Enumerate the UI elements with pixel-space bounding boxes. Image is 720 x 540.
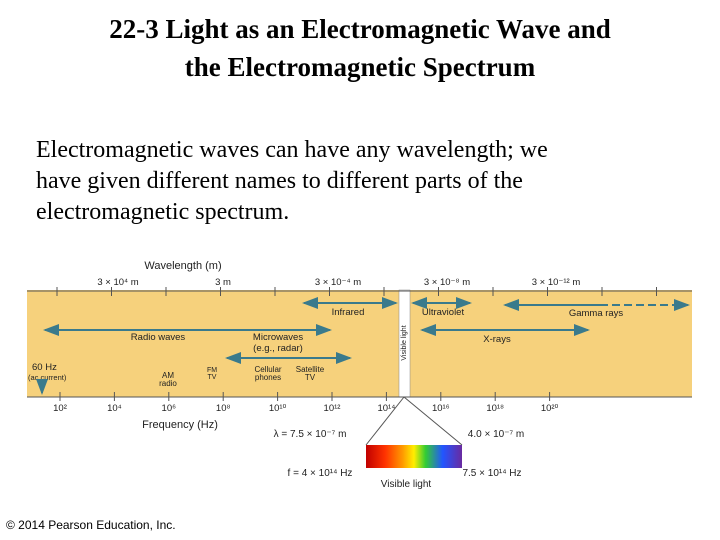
source-label: (ac current) [28, 373, 67, 382]
source-label: FM [207, 367, 217, 374]
frequency-tick-label: 10²⁰ [541, 403, 559, 414]
visible-label: f = 4 × 10¹⁴ Hz [288, 468, 353, 479]
frequency-tick-label: 10¹⁸ [486, 403, 504, 414]
title-line: the Electromagnetic Spectrum [185, 52, 536, 82]
source-label: radio [159, 379, 177, 388]
wavelength-tick-label: 3 × 10⁻¹² m [532, 277, 581, 288]
band-label: Infrared [332, 307, 365, 318]
wavelength-tick-label: 3 × 10⁻⁴ m [315, 277, 361, 288]
wavelength-tick-label: 3 × 10⁴ m [97, 277, 138, 288]
visible-label: Visible light [381, 479, 432, 490]
frequency-tick-label: 10⁴ [107, 403, 122, 414]
source-label: Cellular [254, 365, 281, 374]
band-label: (e.g., radar) [253, 343, 303, 354]
axis-label: Frequency (Hz) [142, 419, 218, 431]
title-line: 22-3 Light as an Electromagnetic Wave an… [109, 14, 611, 44]
band-label: Visible light [401, 325, 408, 360]
axis-label: Wavelength (m) [144, 260, 221, 272]
source-label: Satellite [296, 365, 325, 374]
visible-spectrum [366, 445, 462, 468]
visible-label: 4.0 × 10⁻⁷ m [468, 429, 524, 440]
frequency-tick-label: 10⁸ [216, 403, 231, 414]
frequency-tick-label: 10¹² [324, 403, 341, 414]
frequency-tick-label: 10⁶ [162, 403, 177, 414]
source-label: TV [208, 374, 217, 381]
source-label: phones [255, 373, 281, 382]
band-label: Ultraviolet [422, 307, 465, 318]
source-label: AM [162, 371, 174, 380]
zoom-line [365, 396, 405, 446]
source-label: TV [305, 373, 316, 382]
visible-label: λ = 7.5 × 10⁻⁷ m [274, 429, 347, 440]
wavelength-tick-label: 3 × 10⁻⁸ m [424, 277, 470, 288]
band-label: Gamma rays [569, 308, 624, 319]
band-label: Radio waves [131, 332, 186, 343]
wavelength-tick-label: 3 m [215, 277, 231, 288]
visible-label: 7.5 × 10¹⁴ Hz [462, 468, 521, 479]
band-label: X-rays [483, 334, 511, 345]
band-label: Microwaves [253, 332, 303, 343]
footer: © 2014 Pearson Education, Inc. [6, 518, 176, 532]
body-line: electromagnetic spectrum. [36, 199, 289, 225]
frequency-tick-label: 10¹⁴ [377, 403, 395, 414]
body-line: Electromagnetic waves can have any wavel… [36, 137, 548, 163]
zoom-line [403, 396, 463, 446]
spectrum-figure: Wavelength (m) Frequency (Hz) 3 × 10⁴ m 3… [27, 260, 692, 490]
source-label: 60 Hz [32, 362, 57, 373]
frequency-tick-label: 10¹⁰ [269, 403, 287, 414]
frequency-tick-label: 10¹⁶ [432, 403, 450, 414]
frequency-tick-label: 10² [53, 403, 67, 414]
body-line: have given different names to different … [36, 168, 523, 194]
